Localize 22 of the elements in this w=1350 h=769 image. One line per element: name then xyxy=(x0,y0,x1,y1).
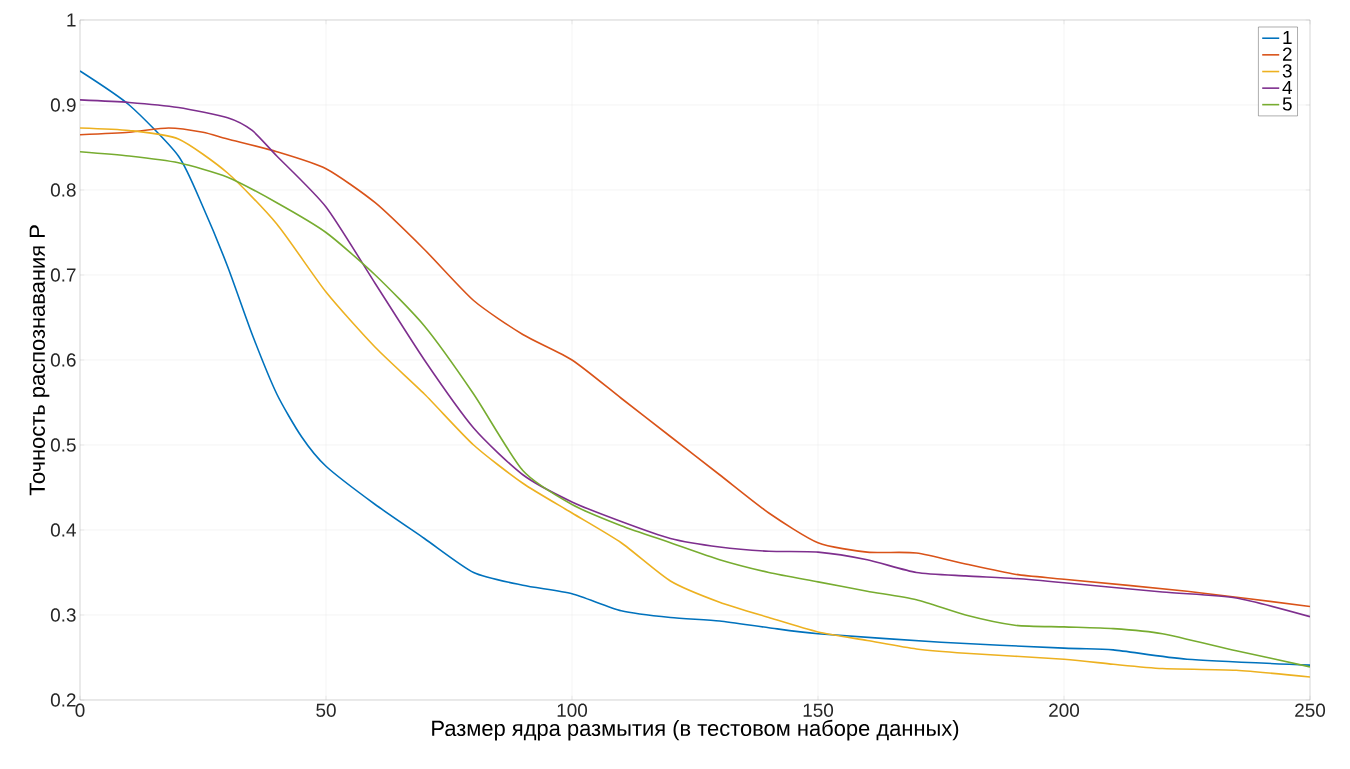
y-tick-label: 0.9 xyxy=(50,98,76,112)
legend-label: 3 xyxy=(1282,64,1292,78)
x-tick-label: 150 xyxy=(803,703,834,717)
legend-label: 1 xyxy=(1283,30,1292,44)
legend-label: 2 xyxy=(1282,47,1292,61)
y-tick-label: 0.2 xyxy=(50,693,76,707)
y-tick-label: 0.6 xyxy=(50,353,76,367)
y-tick-label: 0.4 xyxy=(50,523,76,537)
x-tick-label: 200 xyxy=(1049,703,1080,717)
y-tick-label: 0.5 xyxy=(50,438,76,452)
x-tick-label: 0 xyxy=(75,703,85,717)
y-tick-label: 0.8 xyxy=(50,183,76,197)
legend-label: 4 xyxy=(1282,80,1292,94)
x-tick-label: 100 xyxy=(557,703,588,717)
x-tick-label: 50 xyxy=(316,703,336,717)
y-axis-title: Точность распознавания P xyxy=(29,225,50,496)
x-tick-label: 250 xyxy=(1295,703,1326,717)
x-axis-title: Размер ядра размытия (в тестовом наборе данных) xyxy=(432,719,959,741)
y-tick-label: 1 xyxy=(67,13,76,27)
y-tick-label: 0.3 xyxy=(50,608,76,622)
legend-label: 5 xyxy=(1282,97,1292,111)
y-tick-label: 0.7 xyxy=(50,268,76,282)
